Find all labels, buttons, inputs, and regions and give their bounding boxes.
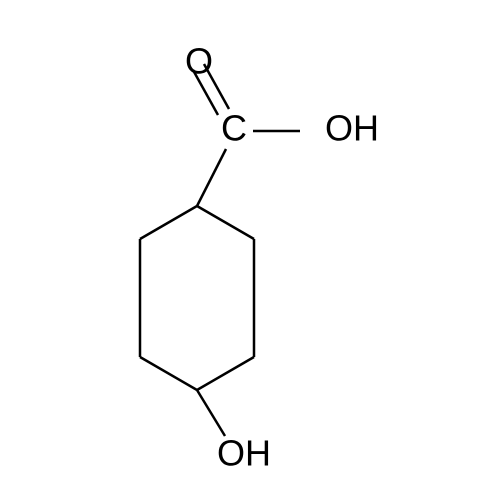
atom-label: OH: [217, 433, 271, 474]
atom-label: OH: [325, 108, 379, 149]
molecule-diagram: OC OH OH: [0, 0, 500, 500]
atom-label: O: [185, 41, 213, 82]
atom-label: C: [221, 108, 247, 149]
